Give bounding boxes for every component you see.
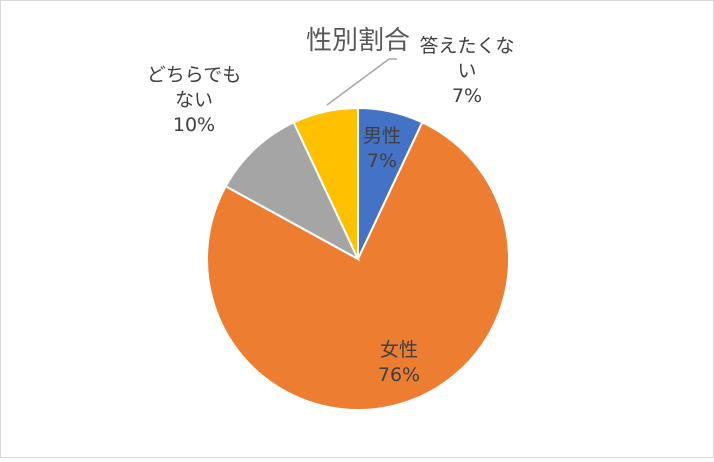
leader-lines	[326, 58, 397, 106]
data-label-category: 女性	[380, 339, 418, 361]
data-label-category: ない	[175, 89, 213, 111]
data-label-category: い	[457, 60, 476, 82]
pie-slice-2	[224, 121, 361, 262]
chart-title: 性別割合	[306, 26, 410, 56]
data-label-percent: 10%	[173, 114, 215, 136]
data-label-percent: 76%	[378, 364, 420, 386]
data-label-0: 男性 7%	[363, 125, 401, 172]
pie-slice-3	[292, 106, 359, 260]
leader-line-3	[326, 58, 397, 106]
data-label-1: 女性 76%	[378, 339, 420, 386]
data-label-percent: 7%	[367, 150, 397, 172]
data-label-category: 答えたくな	[419, 35, 514, 57]
slices	[206, 106, 510, 411]
pie-slice-1	[206, 121, 510, 411]
data-label-category: どちらでも	[147, 64, 241, 86]
data-label-category: 男性	[363, 125, 401, 147]
data-label-percent: 7%	[452, 85, 482, 107]
